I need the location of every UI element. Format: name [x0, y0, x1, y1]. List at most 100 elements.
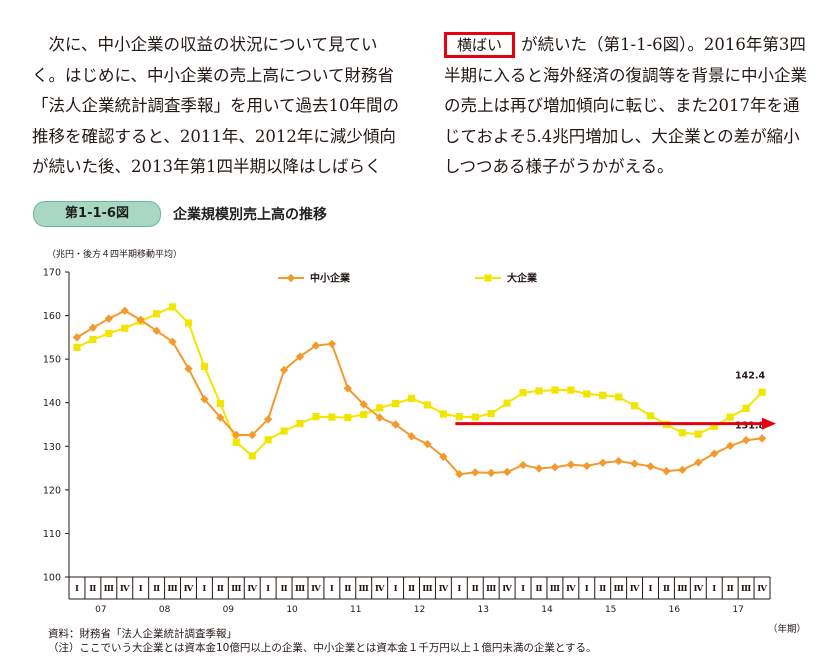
x-quarter-label: Ⅱ [344, 584, 351, 594]
data-point-sme [88, 323, 98, 332]
data-point-sme [582, 461, 591, 471]
highlight-box: 横ばい [444, 32, 516, 58]
x-quarter-label: Ⅲ [486, 584, 496, 594]
x-quarter-label: Ⅲ [613, 584, 623, 594]
x-year-label: 14 [541, 605, 553, 615]
x-quarter-label: Ⅱ [599, 584, 606, 594]
y-tick-label: 140 [43, 398, 61, 409]
data-point-sme [263, 415, 273, 424]
data-point-sme [120, 306, 129, 315]
annotation-layer [455, 417, 776, 430]
x-quarter-label: Ⅱ [153, 584, 160, 594]
data-point-large [360, 410, 368, 419]
data-point-large [439, 410, 447, 418]
data-point-large [455, 413, 463, 421]
data-point-large [599, 391, 607, 399]
x-year-label: 09 [223, 605, 235, 615]
x-quarter-label: Ⅲ [677, 584, 687, 594]
x-quarter-label: Ⅰ [75, 584, 79, 594]
data-point-large [200, 362, 209, 371]
data-point-large [487, 410, 495, 418]
data-point-large [344, 413, 352, 422]
y-tick-label: 170 [43, 268, 61, 279]
data-point-large [694, 430, 702, 438]
data-point-large [328, 413, 336, 421]
y-tick-label: 100 [43, 573, 61, 584]
x-quarter-label: Ⅰ [330, 584, 334, 594]
data-point-sme [184, 364, 193, 373]
x-quarter-label: Ⅰ [202, 584, 206, 594]
data-point-sme [486, 468, 496, 478]
data-point-large [232, 438, 240, 446]
x-quarter-label: Ⅳ [439, 584, 449, 594]
data-point-sme [391, 420, 400, 429]
data-point-large [583, 390, 591, 398]
data-point-large [216, 399, 224, 408]
data-point-sme [375, 413, 384, 422]
data-label: 131.8 [735, 420, 765, 431]
legend-label: 中小企業 [310, 272, 351, 285]
data-point-large [615, 393, 623, 401]
data-point-sme [295, 352, 305, 361]
body-line: が続いた後、2013年第1四半期以降はしばらく [32, 157, 382, 176]
data-point-large [121, 324, 129, 332]
x-quarter-label: Ⅲ [741, 584, 751, 594]
x-year-label: 15 [605, 605, 616, 615]
x-quarter-label: Ⅳ [311, 584, 321, 594]
x-year-label: 08 [159, 605, 171, 615]
x-quarter-label: Ⅳ [757, 584, 767, 594]
data-point-large [105, 329, 113, 338]
legend-marker-large [484, 274, 492, 282]
x-quarter-label: Ⅱ [89, 584, 96, 594]
x-year-label: 16 [669, 605, 681, 615]
data-point-large [471, 413, 479, 421]
data-point-sme [646, 462, 655, 471]
x-quarter-label: Ⅱ [472, 584, 479, 594]
x-quarter-label: Ⅰ [585, 584, 589, 594]
data-label: 142.4 [735, 370, 765, 381]
data-point-sme [662, 466, 671, 476]
data-point-sme [311, 341, 321, 350]
data-point-sme [72, 333, 82, 342]
data-point-large [726, 413, 734, 421]
y-tick-label: 110 [43, 529, 61, 540]
data-point-large [407, 394, 416, 402]
data-point-large [630, 402, 639, 410]
y-tick-label: 160 [43, 311, 61, 322]
figure-title: 企業規模別売上高の推移 [173, 207, 327, 223]
data-point-large [535, 387, 543, 395]
x-year-label: 12 [414, 605, 425, 615]
data-point-large [758, 388, 766, 396]
data-point-large [248, 452, 256, 460]
x-quarter-label: Ⅲ [359, 584, 369, 594]
y-tick-label: 150 [43, 355, 61, 366]
x-quarter-label: Ⅳ [120, 584, 130, 594]
x-axis-unit: （年期） [768, 624, 807, 635]
data-point-large [567, 386, 575, 394]
x-quarter-label: Ⅱ [280, 584, 287, 594]
data-point-sme [455, 469, 464, 479]
body-line: 次に、中小企業の収益の状況について見てい [32, 35, 378, 54]
x-quarter-label: Ⅲ [295, 584, 305, 594]
data-point-large [423, 401, 432, 409]
data-point-large [184, 319, 193, 327]
data-point-large [646, 412, 655, 420]
x-quarter-label: Ⅳ [502, 584, 512, 594]
chart-legend: 中小企業 大企業 [278, 272, 538, 285]
series-layer: 142.4 131.8 [72, 303, 767, 479]
x-quarter-label: Ⅱ [217, 584, 224, 594]
y-tick-label: 120 [43, 485, 61, 496]
data-point-large [264, 436, 272, 444]
x-quarter-label: Ⅲ [550, 584, 560, 594]
data-point-sme [694, 458, 703, 467]
data-point-sme [104, 314, 114, 323]
x-quarter-label: Ⅰ [394, 584, 398, 594]
body-line-first: 横ばい が続いた（第1-1-6図）。2016年第3四 [444, 30, 829, 61]
data-point-sme [502, 467, 512, 477]
data-point-sme [598, 458, 607, 468]
x-quarter-label: Ⅳ [247, 584, 257, 594]
data-point-sme [725, 441, 735, 451]
series-line-sme [76, 309, 763, 476]
data-point-sme [216, 413, 225, 422]
x-year-label: 10 [286, 605, 298, 615]
